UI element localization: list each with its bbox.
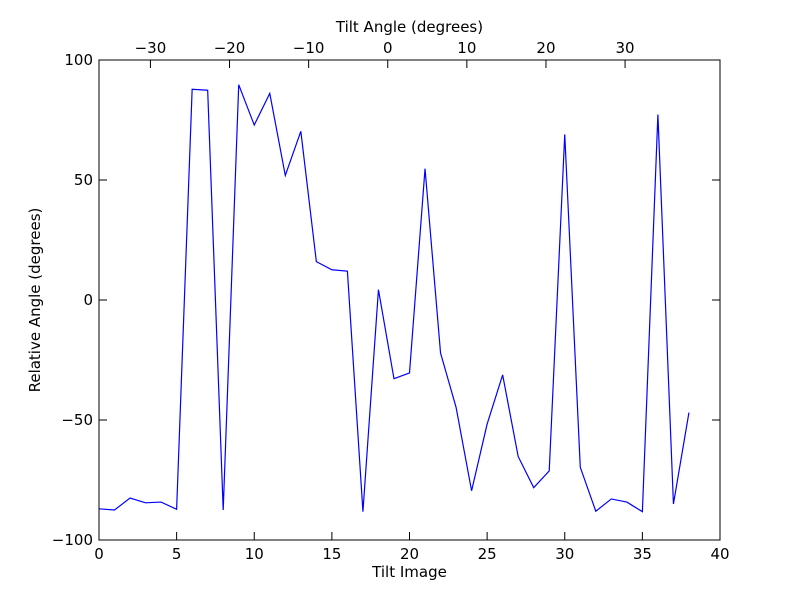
top-x-tick-label: −30 (135, 39, 167, 57)
labels-layer: 0 5 10 15 20 25 30 35 40−30 −20 −10 0 10 20 30−100−500… (52, 39, 730, 563)
ticks-layer (98, 59, 721, 541)
top-x-tick-label: 20 (536, 39, 555, 57)
top-x-tick-label: 30 (616, 39, 635, 57)
y-tick-label: 100 (64, 51, 93, 69)
y-tick-label: 0 (83, 291, 93, 309)
y-tick-label: −50 (61, 411, 93, 429)
y-tick-label: 50 (74, 171, 93, 189)
x-axis-title: Tilt Image (371, 563, 447, 581)
x-tick-label: 10 (245, 545, 264, 563)
plot-layer (98, 84, 690, 513)
y-tick-label: −100 (52, 531, 93, 549)
x-tick-label: 40 (710, 545, 729, 563)
top-x-tick-label: 10 (457, 39, 476, 57)
x-tick-label: 25 (478, 545, 497, 563)
x-tick-label: 30 (555, 545, 574, 563)
x-tick-label: 15 (322, 545, 341, 563)
top-x-tick-label: 0 (383, 39, 393, 57)
x-tick-label: 0 (94, 545, 104, 563)
top-x-tick-label: −10 (293, 39, 325, 57)
x-tick-label: 20 (400, 545, 419, 563)
y-axis-title: Relative Angle (degrees) (26, 208, 44, 393)
series-line-0 (98, 84, 690, 513)
top-x-tick-label: −20 (214, 39, 246, 57)
x-tick-label: 35 (633, 545, 652, 563)
x-tick-label: 5 (172, 545, 182, 563)
plot-frame (98, 59, 721, 541)
top-x-axis-title: Tilt Angle (degrees) (335, 18, 483, 36)
